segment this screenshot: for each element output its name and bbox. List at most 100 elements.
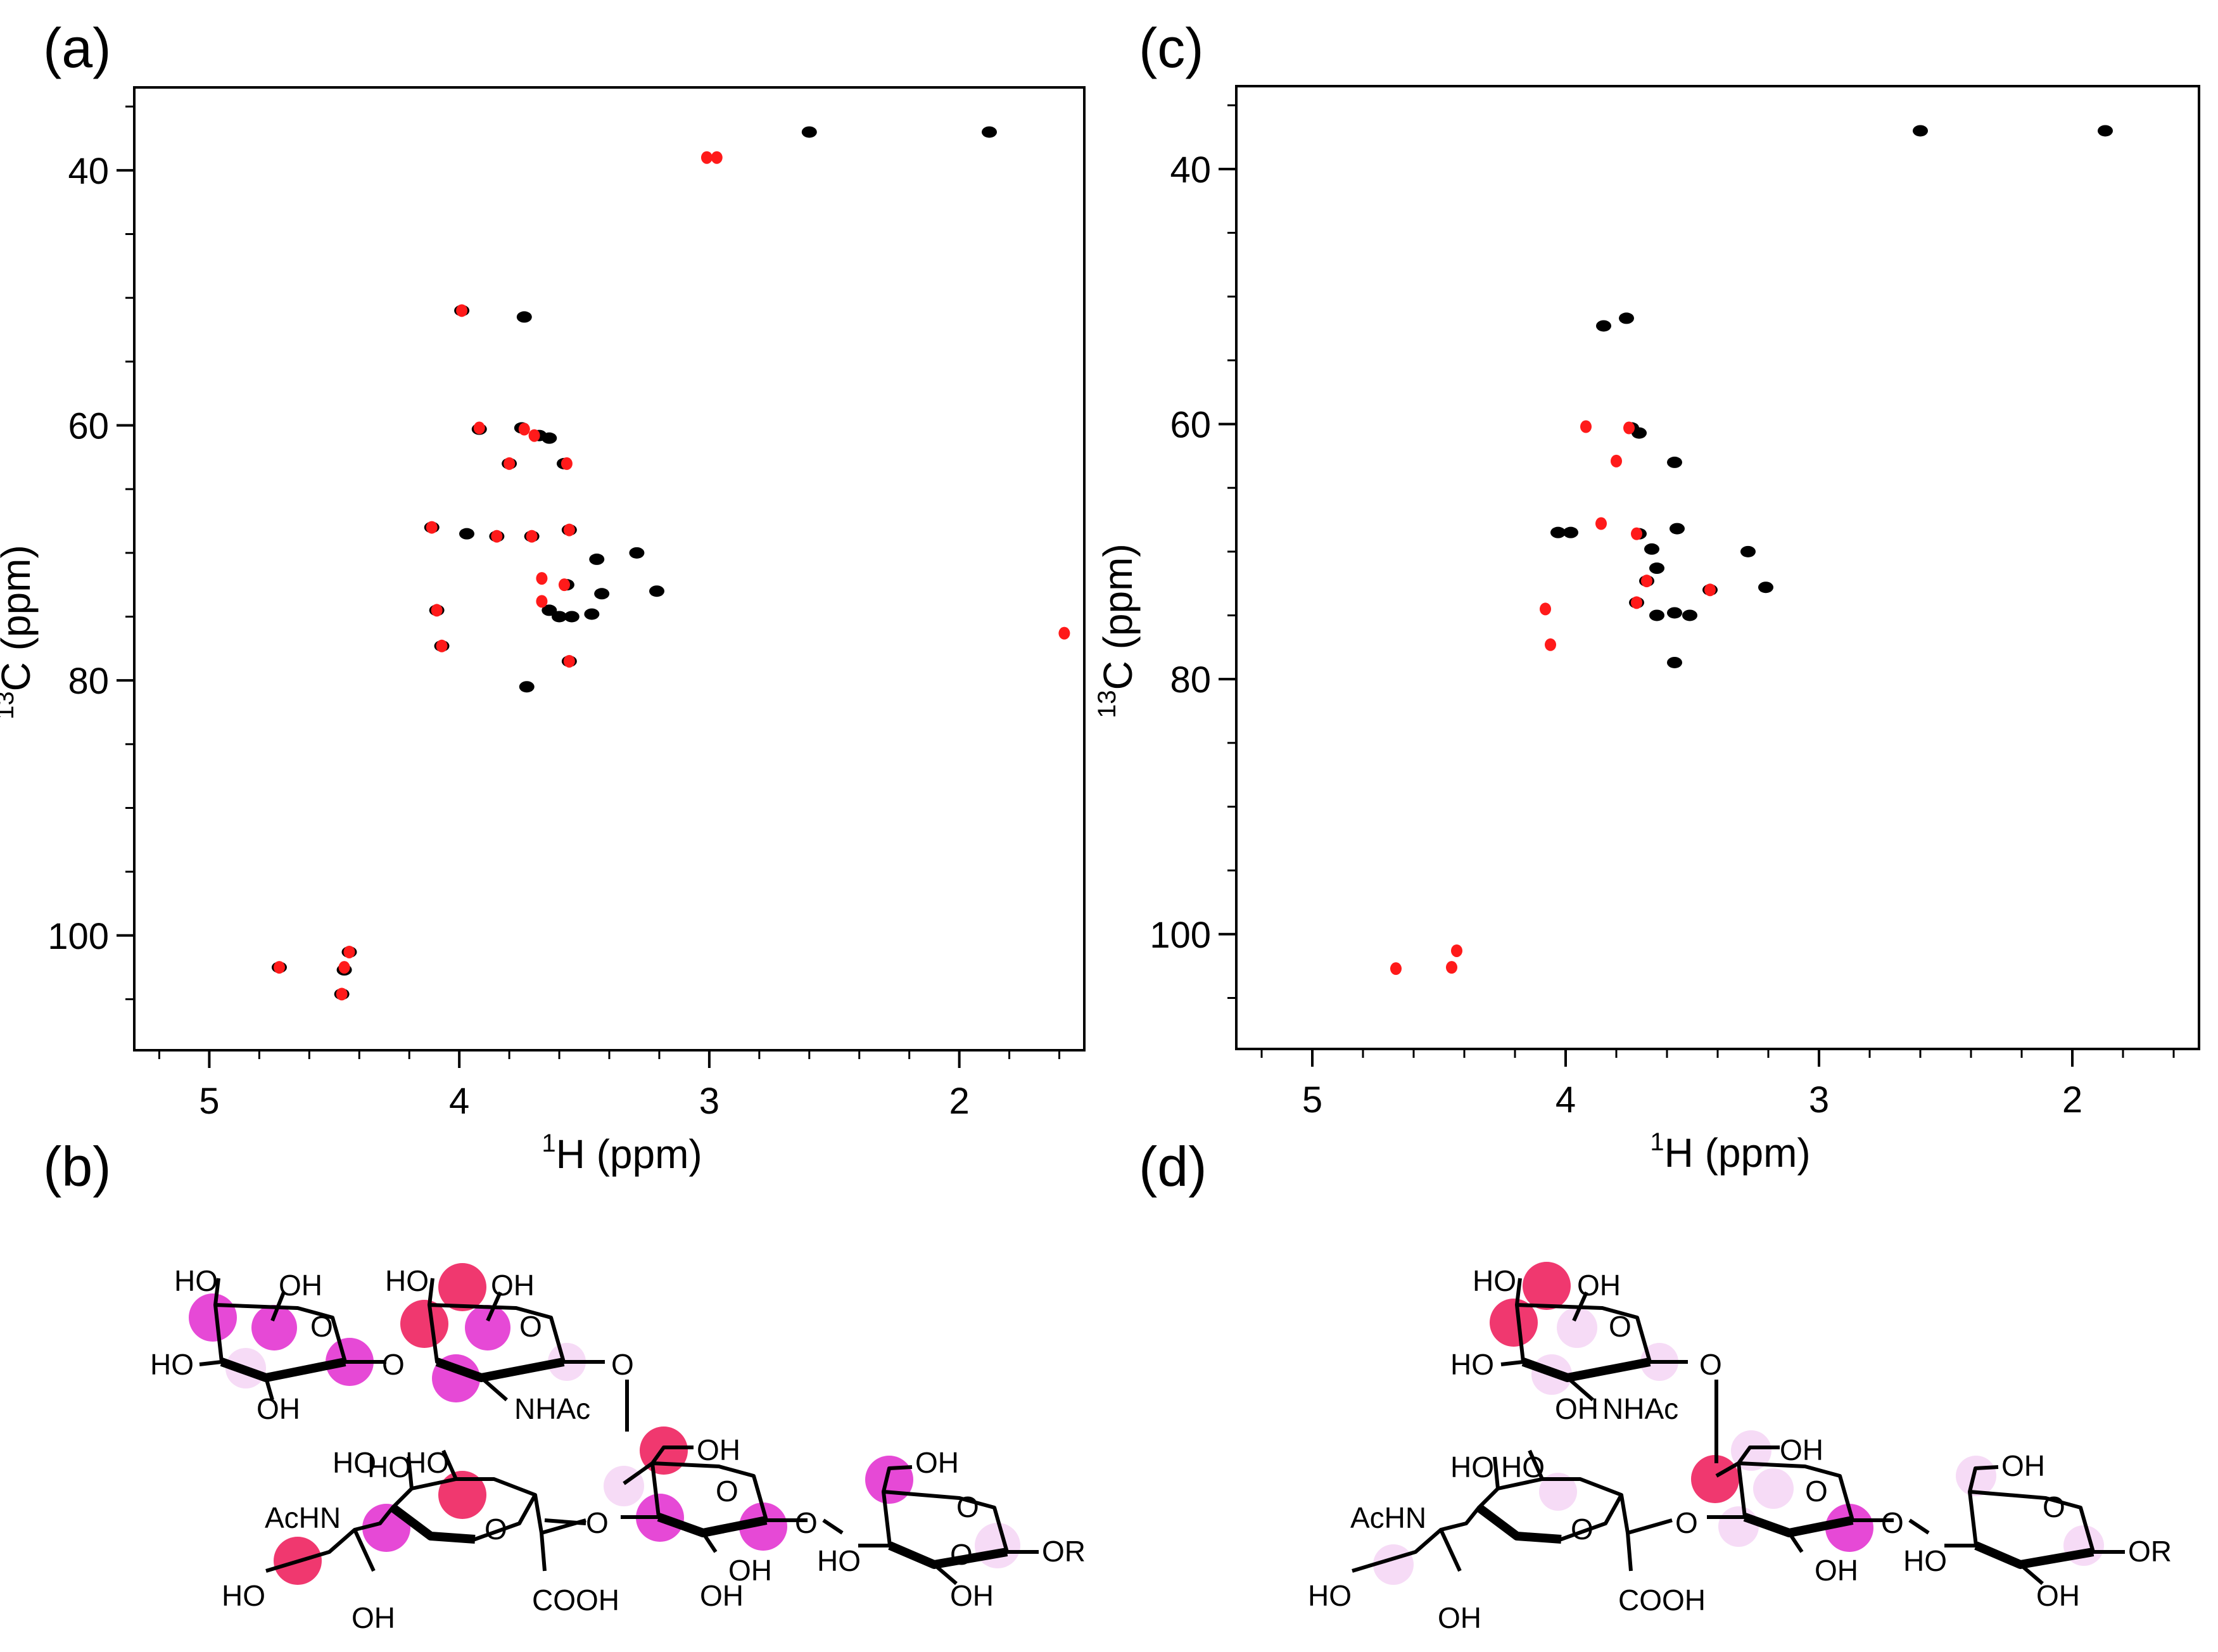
atom-label: OH (728, 1554, 772, 1587)
highlight-circle (1539, 1473, 1577, 1511)
atom-label: O (382, 1348, 405, 1381)
plot-frame (1235, 85, 2200, 1050)
black-cross-peak (1644, 543, 1659, 555)
atom-label: O (2043, 1490, 2065, 1523)
red-cross-peak (558, 578, 570, 592)
highlight-circle (1718, 1506, 1759, 1547)
hsqc-spectrum-c: 5 4 3 2 40 60 80 100 1H (ppm) 13C (ppm) (1093, 85, 2200, 1176)
red-cross-peak (1641, 575, 1652, 588)
black-cross-peak (519, 681, 535, 693)
red-cross-peak (1390, 962, 1402, 975)
atom-label: O (795, 1506, 818, 1539)
atom-label: O (1699, 1348, 1722, 1381)
atom-label: COOH (1618, 1584, 1706, 1617)
black-cross-peak (1740, 545, 1756, 557)
y-tick-label: 80 (1170, 659, 1211, 701)
atom-label: O (485, 1513, 507, 1546)
atom-label: OH (257, 1392, 300, 1425)
red-cross-peak (1631, 527, 1642, 540)
red-cross-peak (504, 457, 516, 470)
y-axis-title: 13C (ppm) (0, 545, 39, 720)
highlight-circle (1753, 1468, 1794, 1509)
glycan-structure-b: HO OH HO OH HO O O O O OH HO OH NHAc O O… (150, 1263, 1086, 1634)
y-axis-title: 13C (ppm) (1093, 543, 1141, 718)
atom-label: HO (150, 1348, 194, 1381)
highlight-circle (1490, 1299, 1538, 1347)
red-cross-peak (491, 530, 503, 543)
plot-frame (133, 86, 1086, 1052)
panel-label-d: (d) (1139, 1135, 1207, 1198)
black-cross-peak (594, 588, 610, 600)
atom-label: O (310, 1310, 333, 1343)
atom-label: O (956, 1490, 979, 1523)
bonds-b (199, 1278, 1039, 1585)
atom-label: O (950, 1538, 973, 1571)
black-cross-peak (1670, 523, 1685, 535)
red-cross-peak (1540, 602, 1551, 616)
red-cross-peak (338, 961, 350, 974)
atom-label: OH (1438, 1601, 1481, 1634)
black-cross-peak (982, 126, 997, 138)
x-axis-title: 1H (ppm) (1650, 1128, 1810, 1176)
red-cross-peak (536, 572, 548, 585)
atom-label: OH (700, 1579, 744, 1612)
highlight-circle (739, 1503, 787, 1551)
x-tick-label: 2 (2062, 1079, 2082, 1121)
atom-label: HO (1501, 1451, 1545, 1484)
red-cross-peak (518, 423, 530, 436)
atom-label: O (519, 1310, 542, 1343)
atom-label: O (1805, 1475, 1828, 1508)
red-cross-peak (528, 429, 540, 442)
atom-label: OR (1042, 1535, 1086, 1568)
y-tick-label: 60 (1170, 405, 1211, 446)
x-tick-label: 4 (1556, 1079, 1576, 1121)
y-tick-label: 40 (1170, 149, 1211, 191)
atom-label: OH (915, 1446, 959, 1479)
red-cross-peak (426, 521, 438, 534)
highlight-circle (1557, 1307, 1597, 1348)
black-cross-peak (1596, 320, 1611, 332)
y-tick-label: 40 (68, 151, 109, 192)
black-cross-peak (1667, 607, 1682, 619)
black-cross-peak (629, 547, 645, 559)
highlight-circle (1825, 1504, 1873, 1552)
black-cross-peak (1667, 656, 1682, 668)
atom-label: O (716, 1475, 738, 1508)
x-tick-label: 5 (1302, 1079, 1322, 1121)
black-cross-peak (542, 432, 557, 444)
red-cross-peak (563, 654, 575, 668)
atom-label: HO (1903, 1544, 1947, 1577)
atom-label: HO (222, 1579, 265, 1612)
atom-label: NHAc (514, 1392, 590, 1425)
red-cross-peak (711, 151, 723, 164)
red-cross-peak (473, 421, 485, 435)
atom-label: O (1609, 1310, 1632, 1343)
highlight-circle (1691, 1455, 1739, 1503)
red-cross-peak (1451, 944, 1462, 957)
red-cross-peak (536, 595, 548, 608)
atom-label: O (611, 1348, 634, 1381)
red-cross-peak (1580, 420, 1592, 433)
x-tick-label: 3 (1809, 1079, 1829, 1121)
black-cross-peak (552, 611, 567, 623)
atom-label: HO (1450, 1348, 1494, 1381)
atom-label: HO (817, 1544, 861, 1577)
red-cross-peak (526, 530, 538, 543)
red-cross-peak (1611, 454, 1622, 467)
red-cross-peak (343, 945, 355, 958)
black-cross-peak (1913, 125, 1928, 137)
black-cross-peak (1758, 581, 1773, 594)
atom-label: O (1881, 1506, 1904, 1539)
atom-label: OH (1577, 1269, 1621, 1302)
black-cross-peak (1682, 609, 1697, 621)
black-cross-peak (564, 611, 580, 623)
highlight-circle (1523, 1262, 1571, 1310)
x-tick-label: 4 (449, 1081, 469, 1122)
red-cross-peak (431, 604, 443, 617)
atom-label: HO (405, 1446, 449, 1479)
atom-label: HO (385, 1264, 429, 1297)
atom-label: COOH (532, 1584, 619, 1617)
panel-label-b: (b) (43, 1135, 111, 1198)
black-cross-peak (1619, 312, 1634, 324)
